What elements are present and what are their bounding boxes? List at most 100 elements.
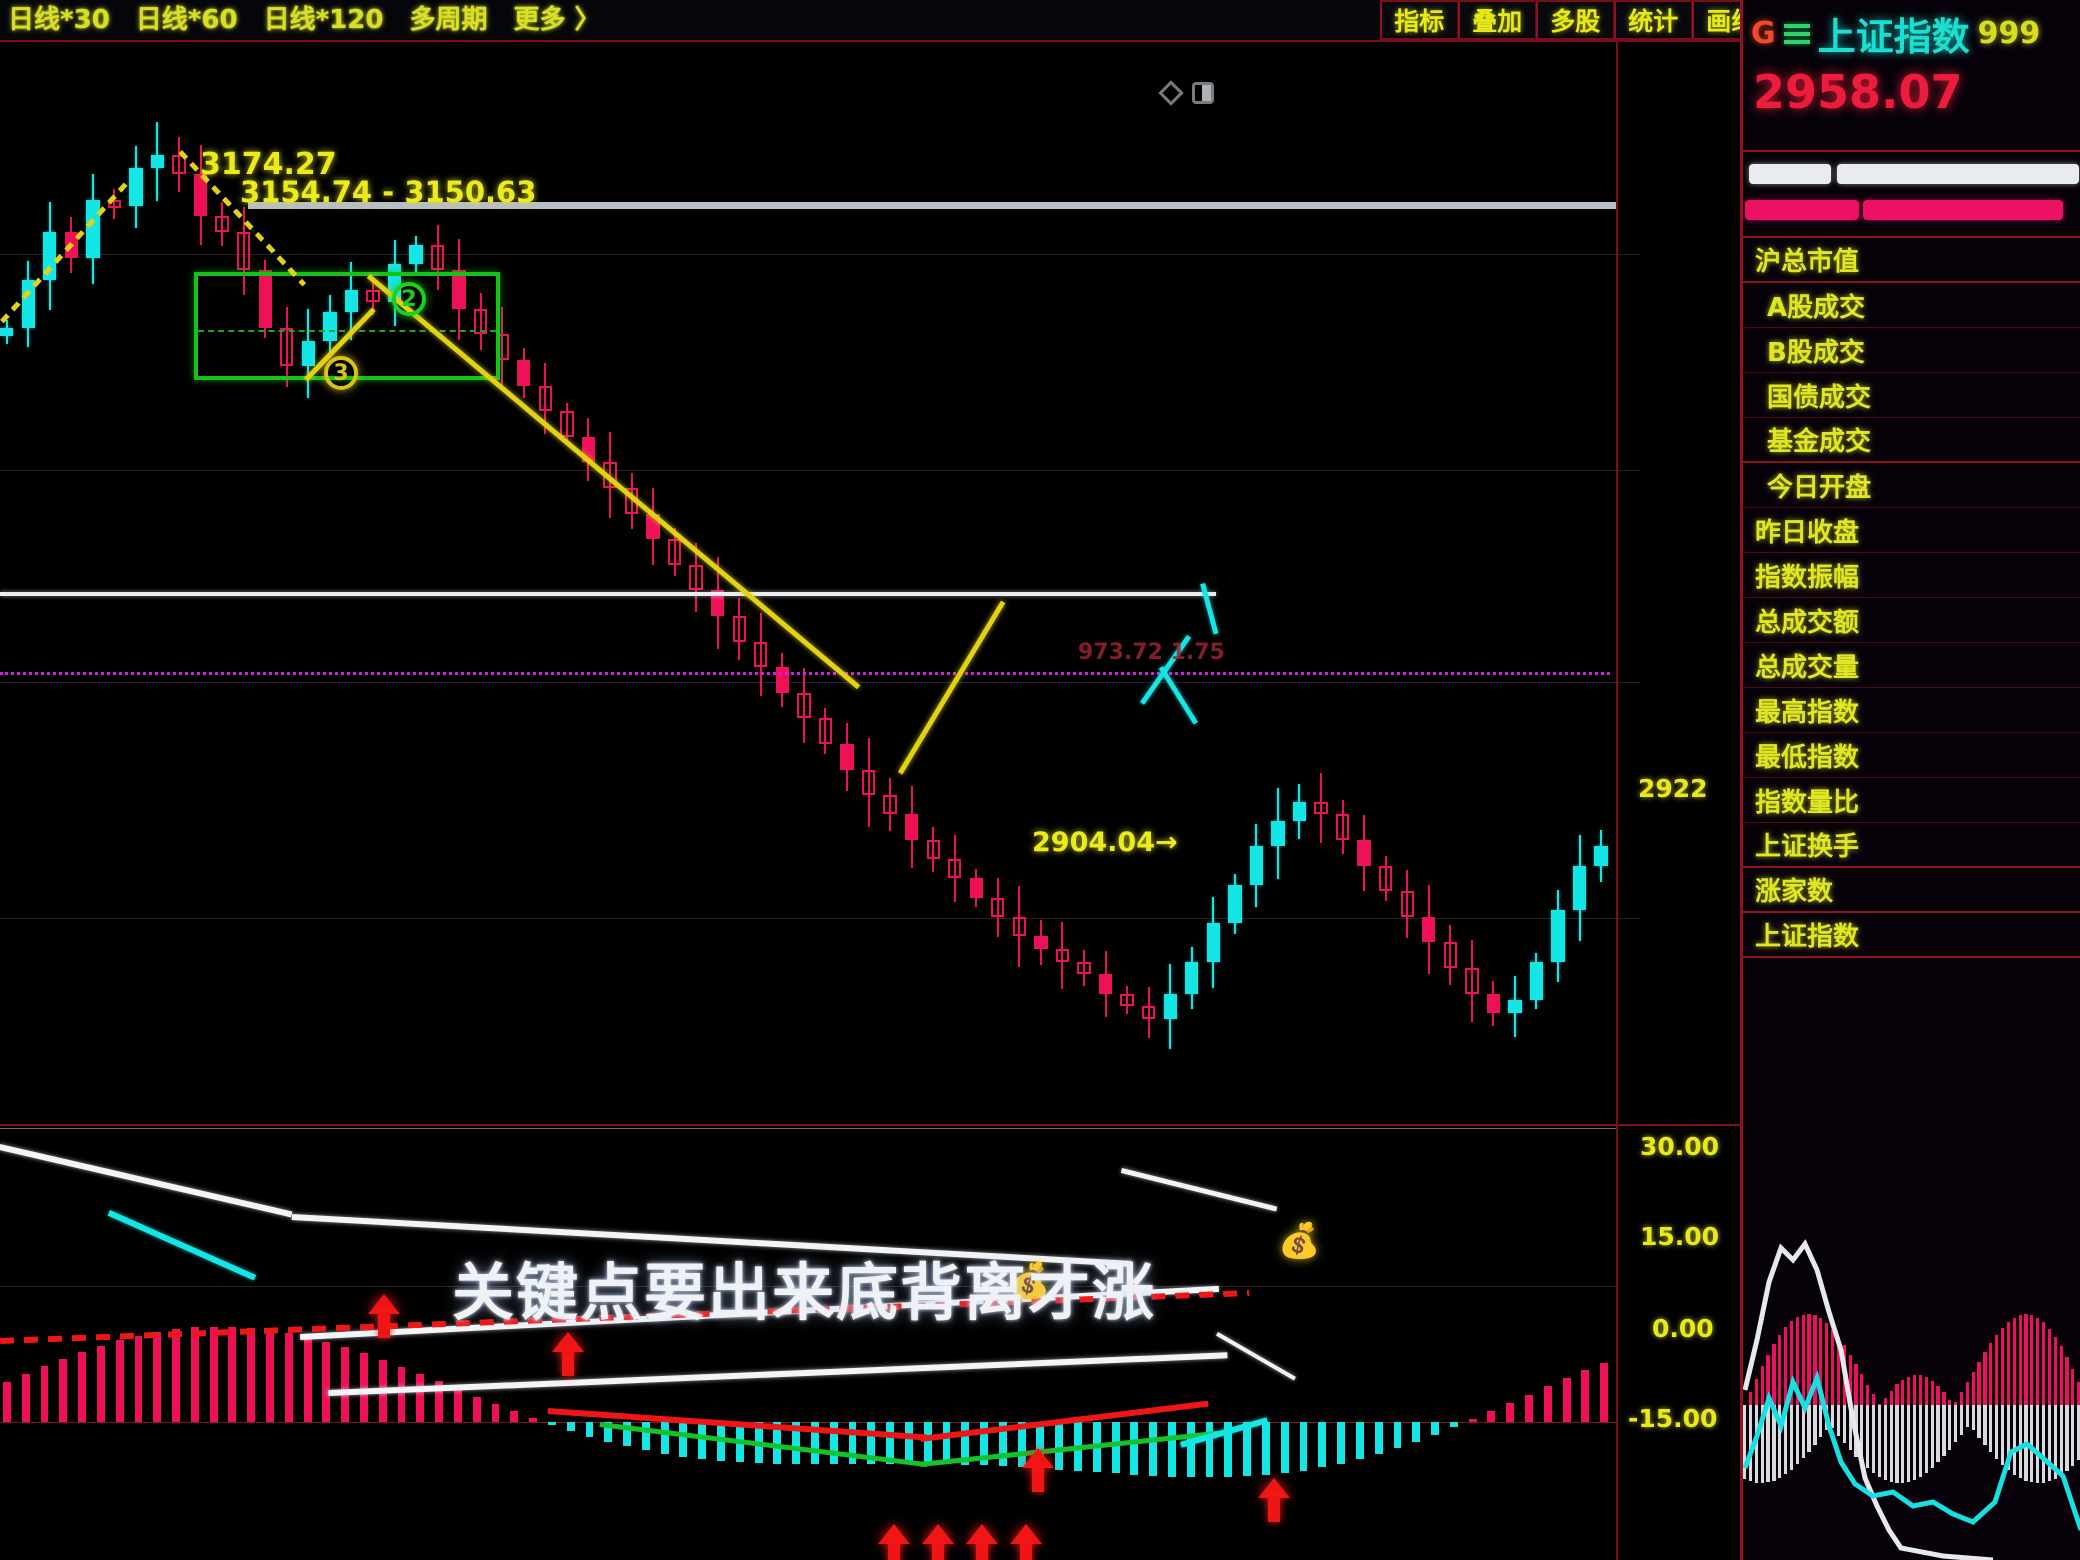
mini-bar-down (2018, 1405, 2022, 1478)
market-badge[interactable]: G (1751, 16, 1776, 51)
ma-line-magenta (0, 672, 1610, 675)
money-bag-icon-1: 💰 (1008, 1261, 1051, 1301)
mini-bar-up (2006, 1322, 2010, 1405)
macd-bar (1355, 1422, 1364, 1459)
sidebar-row-b-share-turnover[interactable]: B股成交 (1743, 328, 2080, 373)
sidebar-row-fund-turnover[interactable]: 基金成交 (1743, 418, 2080, 463)
candlestick (1271, 787, 1285, 880)
more-menu[interactable]: 更多 〉 (513, 5, 601, 35)
macd-axis-tick-n15: -15.00 (1628, 1404, 1718, 1433)
sidebar-row-today-open[interactable]: 今日开盘 (1743, 463, 2080, 508)
up-arrow-icon (1010, 1524, 1042, 1560)
macd-top-line (0, 1128, 1616, 1129)
overlay-button[interactable]: 叠加 (1457, 0, 1536, 40)
mini-bar-down (1743, 1405, 1747, 1479)
period-day-60[interactable]: 日线*60 (135, 5, 238, 35)
chart-area[interactable]: 2 3 3174.27 3154.74 - 3150.63 2904.04→ 9… (0, 42, 1740, 1560)
sidebar-row-volume-ratio[interactable]: 指数量比 (1743, 778, 2080, 823)
diamond-icon[interactable] (1158, 80, 1184, 106)
mini-bar-up (2059, 1346, 2063, 1405)
macd-bar (1299, 1422, 1308, 1471)
candlestick (926, 827, 940, 873)
mini-bar-up (1830, 1329, 1835, 1405)
sidebar-row-total-market-cap[interactable]: 沪总市值 (1743, 238, 2080, 283)
candlestick (129, 146, 143, 229)
index-stats-list: 沪总市值 A股成交 B股成交 国债成交 基金成交 今日开盘 昨日收盘 指数振幅 … (1743, 238, 2080, 958)
sidebar-row-prev-close[interactable]: 昨日收盘 (1743, 508, 2080, 553)
mini-volume-chart[interactable] (1743, 1230, 2080, 1560)
macd-bar (679, 1422, 688, 1457)
candlestick (301, 308, 315, 399)
macd-bar (1600, 1363, 1609, 1422)
mini-bar-up (1883, 1398, 1887, 1405)
sidebar-row-bond-turnover[interactable]: 国债成交 (1743, 373, 2080, 418)
sidebar-row-total-volume[interactable]: 总成交量 (1743, 643, 2080, 688)
mini-bar-down (1971, 1405, 1975, 1430)
toggle-icon[interactable] (1192, 82, 1214, 104)
mini-bar-up (1889, 1391, 1893, 1405)
sidebar-row-index-amplitude[interactable]: 指数振幅 (1743, 553, 2080, 598)
macd-axis-tick-15: 15.00 (1640, 1222, 1720, 1251)
mini-bar-down (1801, 1405, 1805, 1458)
sidebar-row-index-high[interactable]: 最高指数 (1743, 688, 2080, 733)
candlestick (1508, 976, 1522, 1037)
mini-bar-down (2030, 1405, 2034, 1482)
sidebar-row-index-low[interactable]: 最低指数 (1743, 733, 2080, 778)
row-label: 最低指数 (1755, 742, 1860, 773)
macd-bar (1393, 1422, 1402, 1448)
macd-bar (1543, 1386, 1552, 1422)
mini-bar-up (1848, 1355, 1852, 1405)
multi-period[interactable]: 多周期 (409, 5, 488, 35)
mini-bar-up (2041, 1322, 2046, 1405)
sidebar-row-advancers[interactable]: 涨家数 (1743, 868, 2080, 913)
mini-bar-up (1901, 1380, 1905, 1405)
mini-bar-down (1778, 1405, 1782, 1478)
sidebar-row-a-share-turnover[interactable]: A股成交 (1743, 283, 2080, 328)
macd-bar (435, 1381, 444, 1422)
mini-line-white (1743, 1239, 1994, 1560)
macd-bar (904, 1422, 913, 1464)
macd-bar (1318, 1422, 1327, 1467)
up-arrow-icon (1022, 1448, 1054, 1492)
candlestick (1163, 963, 1177, 1050)
period-day-120[interactable]: 日线*120 (263, 5, 384, 35)
peak-price-label: 3174.27 (200, 147, 337, 182)
mini-bar-down (1784, 1405, 1788, 1474)
multi-stock-button[interactable]: 多股 (1535, 0, 1614, 40)
macd-bar (1205, 1422, 1214, 1477)
mini-bar-up (1836, 1337, 1840, 1405)
statistics-button[interactable]: 统计 (1613, 0, 1692, 40)
mini-bar-down (1877, 1405, 1882, 1477)
mini-bar-down (2036, 1405, 2040, 1483)
macd-bar (453, 1389, 462, 1422)
sidebar-row-total-amount[interactable]: 总成交额 (1743, 598, 2080, 643)
indicator-button[interactable]: 指标 (1379, 0, 1458, 40)
mini-bar-down (1936, 1405, 1940, 1462)
mini-bar-down (1977, 1405, 1981, 1438)
macd-bar (1036, 1422, 1045, 1468)
candlestick (452, 239, 466, 340)
macd-bar (1581, 1370, 1590, 1422)
period-day-30[interactable]: 日线*30 (8, 5, 110, 35)
mini-bar-down (1860, 1405, 1864, 1463)
macd-bar (811, 1422, 819, 1464)
up-arrow-icon (368, 1294, 400, 1338)
macd-pane[interactable]: 💰 💰 30.00 15.00 0.00 -15.00 (0, 1126, 1740, 1560)
macd-bar (961, 1422, 970, 1465)
macd-bar (1017, 1422, 1026, 1467)
menu-icon[interactable] (1783, 23, 1810, 44)
candlestick (1012, 885, 1027, 967)
money-bag-icon-2: 💰 (1278, 1221, 1321, 1261)
sidebar-row-index-name[interactable]: 上证指数 (1743, 913, 2080, 958)
macd-bar (698, 1422, 707, 1459)
mini-bar-down (1989, 1405, 1993, 1452)
candlestick (560, 403, 574, 445)
price-pane[interactable]: 2 3 3174.27 3154.74 - 3150.63 2904.04→ 9… (0, 42, 1740, 1126)
row-label: 上证换手 (1755, 832, 1860, 862)
sidebar-row-turnover-rate[interactable]: 上证换手 (1743, 823, 2080, 868)
right-info-panel[interactable]: G 上证指数 999 2958.07 沪总市值 A股成交 B股成交 国债成交 基… (1740, 0, 2080, 1560)
bar-pink-right (1863, 200, 2063, 220)
resistance-line-gray (248, 202, 1616, 209)
candlestick (366, 276, 380, 316)
trendline-up-main (898, 600, 1006, 775)
